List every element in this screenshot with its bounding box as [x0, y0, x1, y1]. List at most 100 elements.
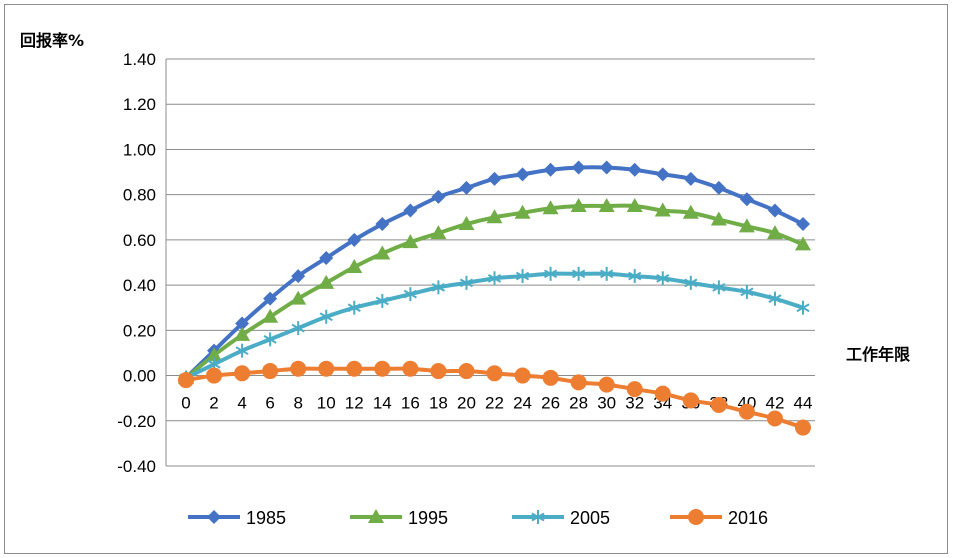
x-tick-label: 44	[794, 394, 813, 413]
data-point-1985	[655, 167, 670, 182]
data-point-2016	[346, 360, 363, 377]
y-tick-label: 0.00	[123, 367, 156, 386]
data-point-2016	[318, 360, 335, 377]
data-point-2005	[459, 275, 474, 290]
y-axis-title: 回报率%	[20, 31, 84, 50]
data-point-2016	[682, 392, 699, 409]
x-tick-label: 4	[237, 394, 246, 413]
y-tick-label: -0.20	[117, 412, 156, 431]
data-point-1995	[318, 274, 335, 289]
x-tick-label: 10	[317, 394, 336, 413]
data-point-1985	[403, 203, 418, 218]
data-point-1985	[683, 171, 698, 186]
data-point-1985	[739, 192, 754, 207]
asterisk-stroke	[319, 312, 333, 322]
data-point-2005	[656, 271, 670, 286]
legend-marker	[688, 509, 704, 525]
y-tick-label: 0.40	[123, 276, 156, 295]
data-point-1985	[599, 160, 614, 175]
data-point-1995	[710, 211, 727, 226]
series-2016	[178, 360, 811, 436]
asterisk-stroke	[796, 303, 810, 313]
asterisk-stroke	[291, 323, 305, 333]
data-point-1995	[598, 197, 615, 212]
y-tick-label: 0.60	[123, 231, 156, 250]
asterisk-stroke	[431, 283, 445, 292]
data-point-1985	[459, 180, 474, 195]
legend-item-1995: 1995	[350, 508, 448, 528]
data-point-1995	[682, 204, 699, 219]
legend-label: 1985	[246, 508, 286, 528]
legend-item-1985: 1985	[188, 508, 286, 528]
data-point-2005	[431, 280, 445, 295]
legend-label: 2016	[728, 508, 768, 528]
data-point-1985	[515, 167, 530, 182]
x-axis-title: 工作年限	[846, 345, 911, 364]
x-tick-label: 8	[293, 394, 302, 413]
data-point-2016	[570, 374, 587, 391]
asterisk-stroke	[207, 359, 221, 369]
data-point-1995	[458, 216, 475, 231]
data-point-2005	[600, 266, 614, 281]
data-point-2005	[544, 266, 558, 281]
x-tick-label: 6	[265, 394, 274, 413]
data-point-1985	[235, 316, 250, 331]
data-point-2016	[290, 360, 307, 377]
data-point-2005	[235, 343, 249, 358]
series-2005	[179, 266, 810, 385]
data-point-1985	[767, 203, 782, 218]
data-point-2016	[626, 381, 643, 398]
data-point-2016	[486, 365, 503, 382]
legend-label: 2005	[570, 508, 610, 528]
x-tick-label: 16	[401, 394, 420, 413]
data-point-2005	[375, 293, 389, 308]
data-point-1985	[571, 160, 586, 175]
data-point-2005	[403, 287, 417, 302]
data-point-2005	[319, 309, 333, 324]
x-tick-label: 28	[569, 394, 588, 413]
data-point-1995	[346, 259, 363, 274]
data-point-1985	[543, 162, 558, 177]
asterisk-stroke	[656, 273, 670, 283]
data-point-1985	[319, 250, 334, 265]
x-tick-label: 42	[765, 394, 784, 413]
y-tick-label: -0.40	[117, 457, 156, 476]
data-point-2005	[515, 269, 530, 284]
data-point-1995	[486, 209, 503, 224]
data-point-2005	[628, 269, 642, 284]
data-point-1995	[766, 225, 783, 240]
data-point-2005	[684, 275, 698, 290]
y-tick-label: 1.20	[123, 95, 156, 114]
data-point-2005	[796, 300, 810, 315]
data-point-1995	[402, 234, 419, 249]
data-point-1995	[262, 308, 279, 323]
data-point-1995	[542, 200, 559, 215]
data-point-1985	[291, 269, 306, 284]
data-point-2016	[710, 396, 727, 413]
x-tick-label: 30	[597, 394, 616, 413]
x-tick-label: 14	[373, 394, 392, 413]
data-point-2005	[291, 321, 305, 336]
asterisk-stroke	[740, 287, 754, 297]
asterisk-stroke	[235, 346, 249, 356]
legend-item-2016: 2016	[670, 508, 768, 528]
data-point-2005	[768, 291, 782, 306]
data-point-1985	[627, 162, 642, 177]
y-tick-label: 1.00	[123, 140, 156, 159]
data-point-1985	[711, 180, 726, 195]
data-point-2016	[206, 367, 223, 384]
asterisk-stroke	[544, 269, 558, 279]
series-lines	[178, 160, 811, 436]
data-point-1995	[234, 326, 251, 341]
asterisk-stroke	[459, 278, 474, 288]
x-tick-label: 26	[541, 394, 560, 413]
data-point-2016	[262, 363, 279, 380]
data-point-1995	[570, 197, 587, 212]
x-tick-label: 2	[209, 394, 218, 413]
data-point-2005	[712, 280, 726, 295]
asterisk-stroke	[263, 335, 277, 344]
legend: 1985 1995 2005 2016	[188, 508, 768, 528]
asterisk-stroke	[768, 294, 782, 304]
legend-marker	[207, 510, 221, 524]
